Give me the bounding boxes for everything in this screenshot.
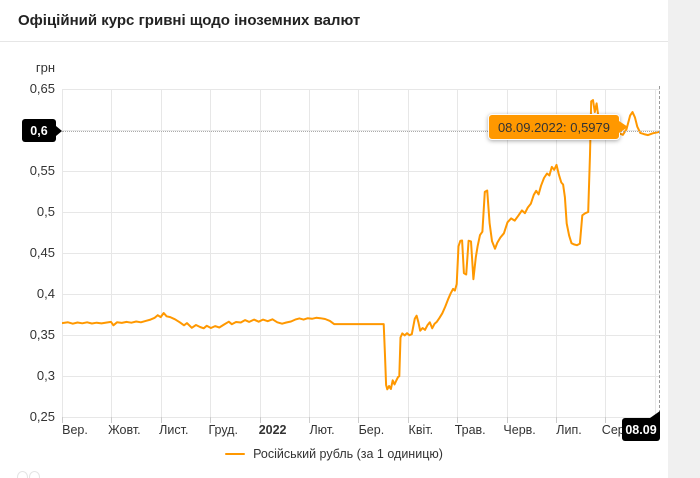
h-gridline bbox=[62, 212, 660, 213]
x-axis-label: Вер. bbox=[62, 423, 88, 437]
x-axis-tick bbox=[210, 417, 212, 423]
v-gridline bbox=[309, 89, 310, 417]
x-axis-tick bbox=[556, 417, 557, 423]
h-gridline bbox=[62, 376, 660, 377]
x-axis-tick bbox=[407, 417, 409, 423]
x-axis-tick bbox=[160, 417, 162, 423]
x-axis-label: Лист. bbox=[159, 423, 189, 437]
x-axis-label: Квіт. bbox=[408, 423, 434, 437]
x-axis-tick bbox=[358, 417, 360, 423]
y-axis-label: 0,5 bbox=[36, 204, 55, 219]
y-axis-label: 0,3 bbox=[36, 368, 55, 383]
crosshair-x-axis-badge: 08.09 bbox=[622, 411, 660, 441]
h-gridline bbox=[62, 335, 660, 336]
x-axis-tick bbox=[111, 417, 113, 423]
x-axis-tick bbox=[259, 417, 261, 423]
h-gridline bbox=[62, 130, 660, 131]
crosshair-vertical-line bbox=[659, 86, 660, 418]
chart-card: Офіційний курс гривні щодо іноземних вал… bbox=[0, 0, 668, 478]
x-axis-label: Жовт. bbox=[108, 423, 141, 437]
page-title: Офіційний курс гривні щодо іноземних вал… bbox=[18, 12, 361, 29]
v-gridline bbox=[654, 89, 656, 417]
legend-line-marker bbox=[225, 453, 246, 455]
y-axis-label: 0,4 bbox=[36, 286, 55, 301]
x-axis-tick bbox=[457, 417, 459, 423]
x-axis-label: Бер. bbox=[358, 423, 385, 437]
crosshair-y-axis-badge: 0,6 bbox=[22, 119, 62, 142]
y-axis-unit-label: грн bbox=[35, 60, 55, 75]
y-axis-label: 0,65 bbox=[29, 81, 55, 96]
h-gridline bbox=[62, 171, 660, 172]
v-gridline bbox=[259, 89, 261, 417]
x-axis-label: Лют. bbox=[309, 423, 335, 437]
h-gridline bbox=[62, 253, 660, 254]
v-gridline bbox=[160, 89, 162, 417]
y-axis-label: 0,45 bbox=[29, 245, 55, 260]
v-gridline bbox=[358, 89, 360, 417]
legend-item-rub[interactable]: Російський рубль (за 1 одиницю) bbox=[0, 447, 668, 461]
tooltip-text: 08.09.2022: 0,5979 bbox=[497, 119, 610, 135]
x-axis-tick bbox=[309, 417, 310, 423]
legend-label: Російський рубль (за 1 одиницю) bbox=[253, 447, 443, 461]
y-axis-label: 0,35 bbox=[29, 327, 55, 342]
point-tooltip: 08.09.2022: 0,5979 bbox=[487, 114, 629, 140]
rate-line-chart[interactable] bbox=[62, 89, 660, 417]
x-axis-label: 2022 bbox=[258, 423, 287, 437]
crosshair-horizontal-line bbox=[62, 131, 660, 132]
x-axis-label: Груд. bbox=[208, 423, 238, 437]
x-axis-label: Черв. bbox=[503, 423, 536, 437]
x-axis-label: Трав. bbox=[454, 423, 486, 437]
chart-header: Офіційний курс гривні щодо іноземних вал… bbox=[0, 0, 668, 42]
x-axis-label: Лип. bbox=[556, 423, 582, 437]
h-gridline bbox=[62, 417, 660, 418]
v-gridline bbox=[111, 89, 113, 417]
v-gridline bbox=[407, 89, 409, 417]
x-axis-tick bbox=[605, 417, 607, 423]
x-axis-tick bbox=[62, 417, 63, 423]
v-gridline bbox=[210, 89, 212, 417]
rate-line-series bbox=[62, 99, 660, 391]
h-gridline bbox=[62, 294, 660, 295]
y-axis-label: 0,55 bbox=[29, 163, 55, 178]
watermark-fragment bbox=[17, 470, 51, 478]
h-gridline bbox=[62, 89, 660, 90]
y-axis-label: 0,25 bbox=[29, 409, 55, 424]
x-axis-tick bbox=[506, 417, 508, 423]
v-gridline bbox=[62, 89, 63, 417]
v-gridline bbox=[605, 89, 607, 417]
v-gridline bbox=[556, 89, 557, 417]
v-gridline bbox=[506, 89, 508, 417]
